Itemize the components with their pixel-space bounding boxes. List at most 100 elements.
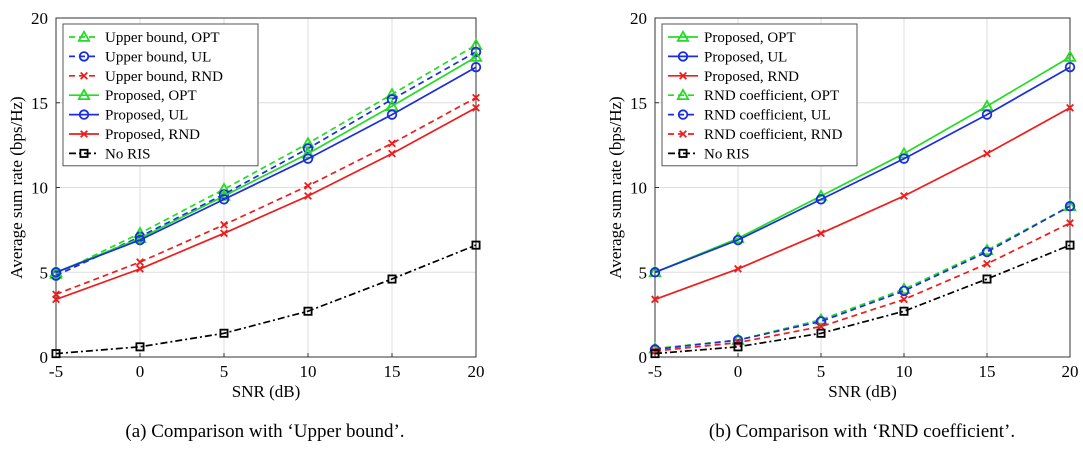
series-line xyxy=(654,222,1071,352)
y-axis-label: Average sum rate (bps/Hz) xyxy=(606,96,625,278)
legend-label: Proposed, OPT xyxy=(704,30,796,46)
series-line xyxy=(55,96,477,296)
data-point xyxy=(1066,219,1074,228)
legend-swatch-marker xyxy=(679,71,687,80)
data-point xyxy=(472,103,480,112)
legend-swatch-marker xyxy=(676,29,690,42)
data-point xyxy=(897,282,911,295)
data-point xyxy=(981,109,993,120)
data-point xyxy=(52,295,60,304)
data-point xyxy=(386,109,398,120)
legend-label: Proposed, UL xyxy=(105,108,188,124)
data-point xyxy=(815,194,827,205)
legend-swatch-marker xyxy=(676,88,690,100)
legend-box xyxy=(661,23,858,167)
y-tick-label: 10 xyxy=(31,179,48,198)
data-point xyxy=(470,46,482,58)
x-tick-label: 5 xyxy=(220,362,229,381)
series-line xyxy=(654,66,1071,274)
data-point xyxy=(814,312,828,325)
legend-label: Upper bound, OPT xyxy=(105,30,220,46)
legend-label: Proposed, RND xyxy=(704,69,799,85)
legend-swatch-marker xyxy=(79,148,89,158)
legend: Upper bound, OPT Upper bound, UL Upper bou… xyxy=(62,23,259,167)
y-tick-label: 0 xyxy=(40,348,49,367)
data-point xyxy=(301,146,315,159)
data-point xyxy=(471,240,481,250)
y-axis-label: Average sum rate (bps/Hz) xyxy=(7,96,26,278)
data-point xyxy=(136,258,144,267)
data-point xyxy=(983,259,991,268)
legend-swatch-marker xyxy=(78,109,90,120)
legend-entry: Proposed, UL xyxy=(69,108,188,124)
y-tick-label: 5 xyxy=(40,263,49,282)
series-line xyxy=(654,107,1071,301)
legend-entry: Proposed, OPT xyxy=(69,88,197,104)
data-point xyxy=(650,349,660,359)
legend-entry: RND coefficient, UL xyxy=(668,108,831,124)
data-point xyxy=(50,267,62,278)
legend: Proposed, OPT Proposed, UL Proposed, RND RN… xyxy=(661,23,858,167)
series-line xyxy=(55,66,477,274)
legend-entry: Upper bound, OPT xyxy=(69,29,220,46)
series-line xyxy=(654,205,1071,350)
series-line xyxy=(55,56,477,274)
y-tick-label: 5 xyxy=(639,263,648,282)
series-proposed-ul xyxy=(50,61,482,278)
data-point xyxy=(220,220,228,229)
x-axis-label: SNR (dB) xyxy=(232,382,300,401)
data-point xyxy=(134,234,146,246)
data-point xyxy=(733,342,743,352)
series-line xyxy=(654,56,1071,274)
data-point xyxy=(899,306,909,316)
data-point xyxy=(817,229,825,238)
legend-swatch-marker xyxy=(679,130,687,138)
data-point xyxy=(388,149,396,158)
data-point xyxy=(898,153,910,164)
y-tick-label: 20 xyxy=(630,9,647,28)
data-point xyxy=(387,274,397,284)
series-line xyxy=(654,205,1071,351)
data-point xyxy=(897,146,911,159)
data-point xyxy=(303,306,313,316)
data-point xyxy=(302,153,314,164)
data-point xyxy=(732,334,744,346)
data-point xyxy=(731,231,745,244)
legend-label: Proposed, RND xyxy=(105,127,200,143)
data-point xyxy=(470,61,482,73)
x-tick-label: 15 xyxy=(384,362,401,381)
legend-entry: Upper bound, UL xyxy=(69,49,211,65)
data-point xyxy=(220,229,228,238)
figure-caption: (a) Comparison with ‘Upper bound’. xyxy=(125,421,404,442)
data-point xyxy=(472,93,480,102)
series-proposed-rnd xyxy=(52,103,480,304)
legend-label: No RIS xyxy=(704,146,749,162)
legend-label: RND coefficient, RND xyxy=(704,127,843,143)
figure-caption: (b) Comparison with ‘RND coefficient’. xyxy=(709,421,1015,442)
x-tick-label: 20 xyxy=(1062,362,1079,381)
data-point xyxy=(651,295,659,304)
data-point xyxy=(217,182,231,194)
data-point xyxy=(133,231,147,244)
x-tick-label: 0 xyxy=(734,362,743,381)
legend-swatch-marker xyxy=(77,29,91,42)
legend-label: No RIS xyxy=(105,146,150,162)
legend-label: RND coefficient, UL xyxy=(704,108,831,124)
legend-swatch-marker xyxy=(80,71,88,80)
x-tick-label: 15 xyxy=(979,362,996,381)
legend-entry: Upper bound, RND xyxy=(69,69,223,85)
data-point xyxy=(732,234,744,246)
legend-swatch-marker xyxy=(78,51,90,62)
legend-entry: RND coefficient, RND xyxy=(668,127,843,143)
legend-swatch-marker xyxy=(80,130,88,138)
x-tick-label: 5 xyxy=(817,362,826,381)
data-point xyxy=(388,139,396,148)
data-point xyxy=(898,285,910,297)
legend-entry: Proposed, UL xyxy=(668,49,787,65)
data-point xyxy=(982,274,992,284)
legend-swatch-marker xyxy=(677,51,689,62)
data-point xyxy=(219,328,229,338)
y-tick-label: 20 xyxy=(31,9,48,28)
legend-label: RND coefficient, OPT xyxy=(704,88,839,104)
